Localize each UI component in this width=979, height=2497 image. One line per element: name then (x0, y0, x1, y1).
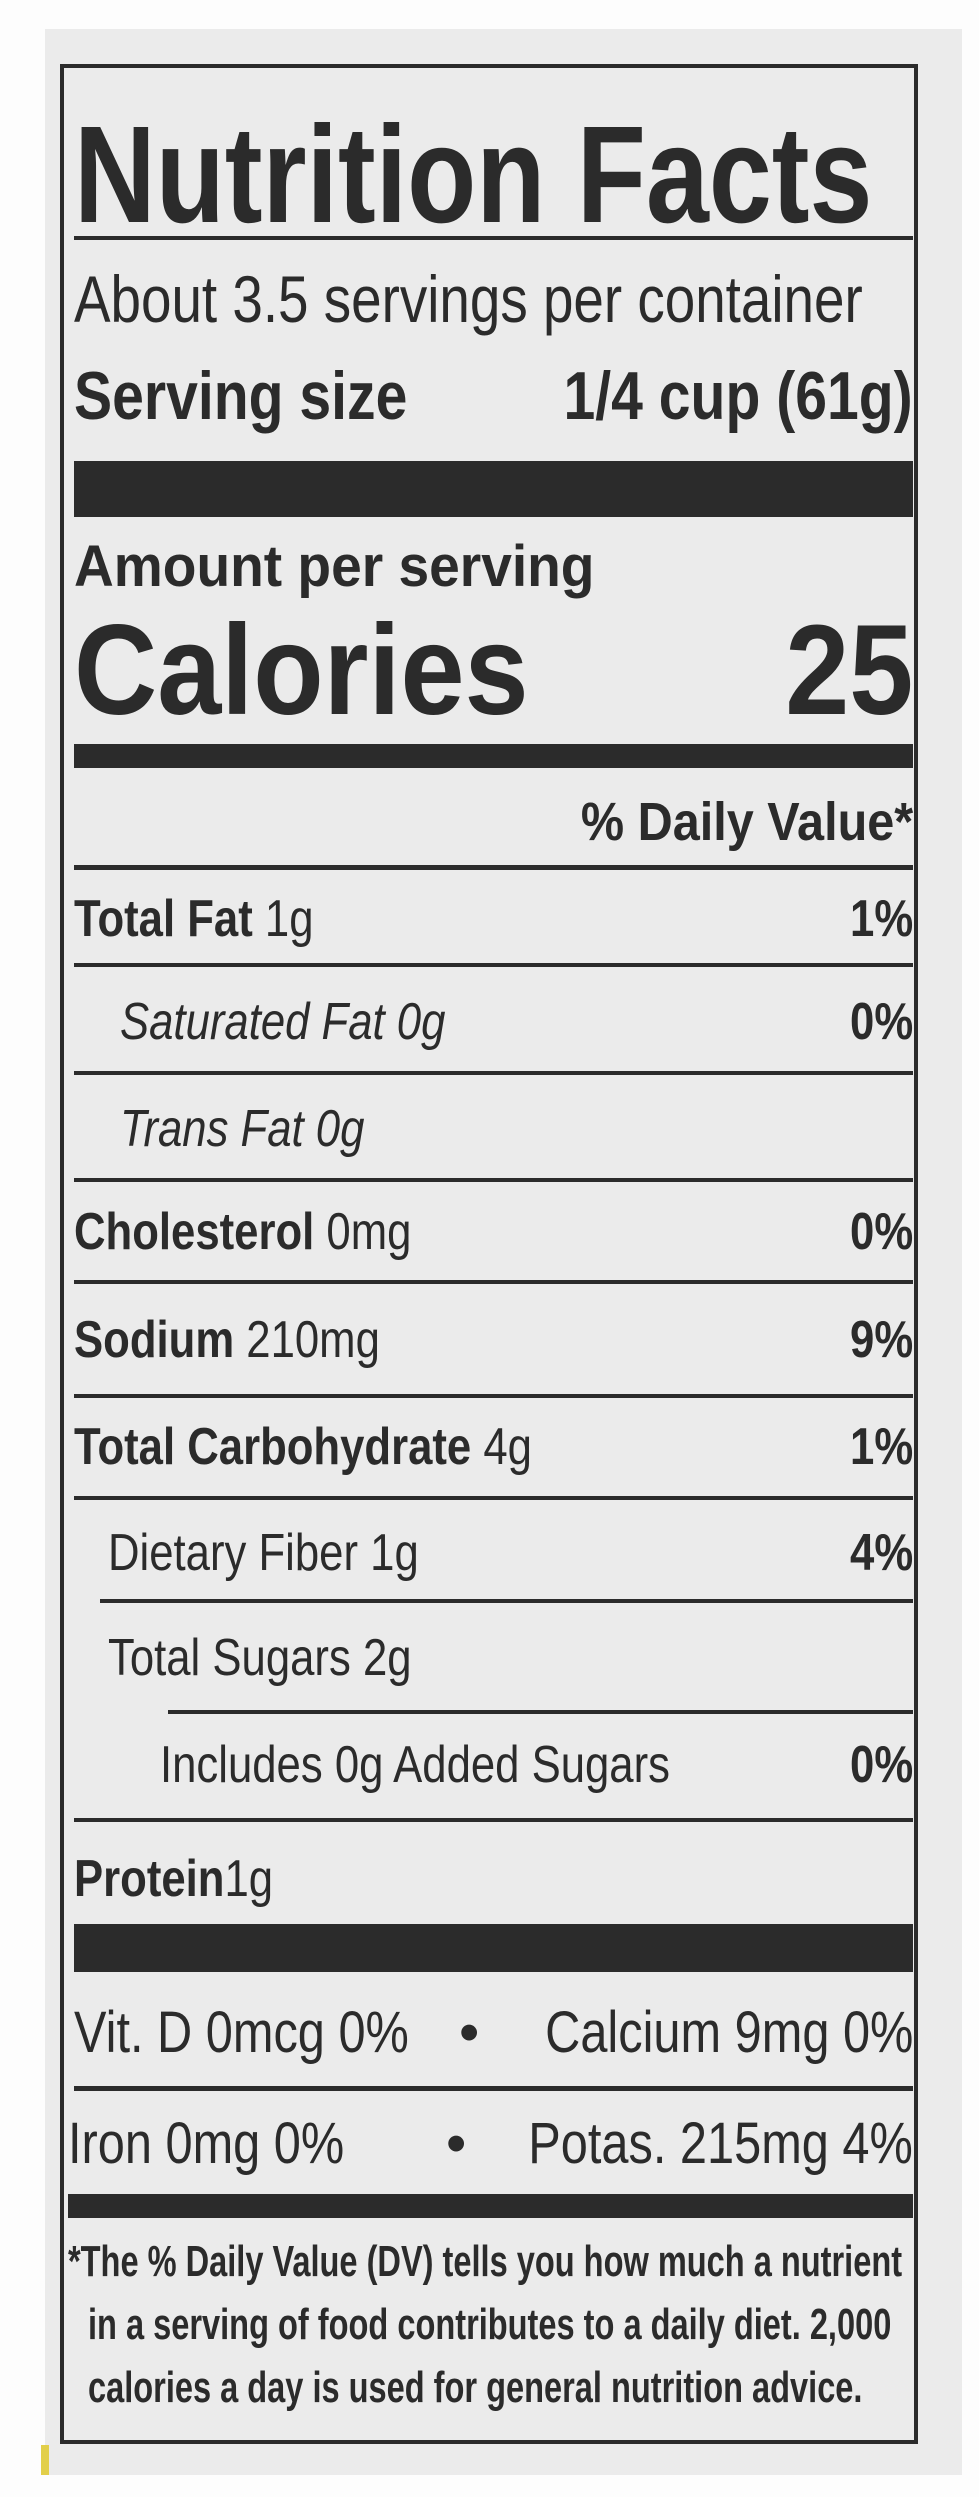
nutrient-row-total-carbohydrate: Total Carbohydrate 4g 1% (74, 1416, 913, 1478)
serving-size-value: 1/4 cup (61g) (563, 358, 913, 434)
daily-value-text: % Daily Value* (580, 792, 913, 852)
nutrient-dv: 9% (849, 1311, 913, 1369)
label-title: Nutrition Facts (74, 98, 913, 252)
divider (74, 963, 913, 967)
nutrient-row-total-sugars: Total Sugars 2g (108, 1627, 913, 1689)
bullet-separator: • (446, 2110, 467, 2176)
medium-divider (68, 2194, 913, 2218)
nutrient-name: Protein (74, 1850, 225, 1908)
potassium: Potas. 215mg 4% (528, 2110, 913, 2176)
divider (74, 236, 913, 240)
nutrient-name: Trans (120, 1100, 229, 1158)
nutrient-amount: 210mg (246, 1311, 380, 1369)
servings-per-container: About 3.5 servings per container (74, 262, 913, 336)
divider (74, 1818, 913, 1822)
nutrient-amount: 2g (362, 1629, 412, 1687)
medium-divider (74, 744, 913, 768)
nutrient-row-sodium: Sodium 210mg 9% (74, 1309, 913, 1371)
nutrient-row-saturated-fat: Saturated Fat 0g 0% (120, 991, 913, 1053)
divider (74, 1178, 913, 1182)
nutrient-name-rest: Fat (240, 1100, 304, 1158)
nutrient-dv: 0% (849, 1736, 913, 1794)
iron: Iron 0mg 0% (68, 2110, 345, 2176)
nutrient-dv: 1% (849, 1418, 913, 1476)
footnote-line: in a serving of food contributes to a da… (88, 2300, 892, 2349)
divider (74, 2086, 913, 2091)
nutrient-name: Dietary Fiber (108, 1524, 359, 1582)
nutrient-dv: 0% (849, 1203, 913, 1261)
divider (74, 865, 913, 870)
nutrient-row-protein: Protein1g (74, 1848, 913, 1910)
calories-row: Calories 25 (74, 599, 913, 742)
package-background (41, 29, 962, 2475)
nutrient-amount: 0g (396, 993, 446, 1051)
nutrient-name: Total Carbohydrate (74, 1418, 472, 1476)
nutrient-amount: 1g (370, 1524, 419, 1582)
nutrient-dv: 0% (849, 993, 913, 1051)
vitamin-d: Vit. D 0mcg 0% (74, 1999, 409, 2065)
nutrient-name: Includes 0g Added Sugars (160, 1736, 670, 1794)
divider (168, 1710, 913, 1714)
bullet-separator: • (459, 1999, 480, 2065)
nutrient-name: Total Fat (74, 890, 253, 948)
amount-per-serving-text: Amount per serving (74, 533, 595, 599)
calcium: Calcium 9mg 0% (544, 1999, 913, 2065)
divider (74, 1280, 913, 1284)
micronutrient-row-1: Vit. D 0mcg 0% • Calcium 9mg 0% (74, 1997, 913, 2067)
footnote-line: calories a day is used for general nutri… (88, 2363, 863, 2412)
divider (74, 1071, 913, 1075)
servings-text: About 3.5 servings per container (74, 262, 863, 336)
title-text: Nutrition Facts (74, 97, 873, 252)
nutrient-amount: 0mg (326, 1203, 412, 1261)
footnote-line: *The % Daily Value (DV) tells you how mu… (68, 2237, 903, 2286)
micronutrient-row-2: Iron 0mg 0% • Potas. 215mg 4% (68, 2108, 913, 2178)
nutrient-row-total-fat: Total Fat 1g 1% (74, 888, 913, 950)
nutrient-amount: 1g (224, 1850, 274, 1908)
nutrient-dv: 1% (849, 890, 913, 948)
nutrient-name: Cholesterol (74, 1203, 315, 1261)
nutrient-name: Saturated Fat (120, 993, 385, 1051)
nutrient-amount: 4g (483, 1418, 532, 1476)
divider (74, 1394, 913, 1398)
nutrient-row-trans-fat: Trans Fat 0g (120, 1098, 913, 1160)
calories-label: Calories (74, 598, 529, 742)
nutrient-dv: 4% (849, 1524, 913, 1582)
nutrient-row-added-sugars: Includes 0g Added Sugars 0% (160, 1734, 913, 1796)
nutrient-row-cholesterol: Cholesterol 0mg 0% (74, 1201, 913, 1263)
nutrient-amount: 0g (315, 1100, 365, 1158)
footnote: *The % Daily Value (DV) tells you how mu… (68, 2230, 979, 2419)
nutrient-row-dietary-fiber: Dietary Fiber 1g 4% (108, 1522, 913, 1584)
divider (100, 1599, 913, 1603)
serving-size-label: Serving size (74, 358, 408, 434)
nutrition-facts-label (60, 64, 918, 2444)
thick-divider (74, 461, 913, 517)
thick-divider (74, 1924, 913, 1972)
divider (74, 1496, 913, 1500)
calories-value: 25 (784, 598, 913, 742)
nutrient-amount: 1g (264, 890, 314, 948)
nutrient-name: Total Sugars (108, 1629, 351, 1687)
daily-value-header: % Daily Value* (74, 790, 913, 854)
nutrient-name: Sodium (74, 1311, 235, 1369)
amount-per-serving: Amount per serving (74, 532, 913, 600)
serving-size-row: Serving size 1/4 cup (61g) (74, 356, 913, 436)
